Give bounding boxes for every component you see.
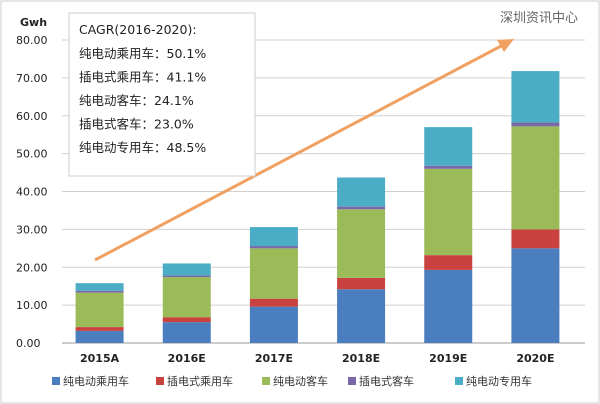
bar-segment (511, 126, 560, 230)
bar-segment (424, 165, 473, 169)
bar-segment (424, 127, 473, 166)
bar-segment (249, 227, 298, 247)
bar-segment (511, 248, 560, 343)
bar-segment (337, 177, 386, 207)
bar-segment (162, 322, 211, 343)
bar-segment (511, 229, 560, 249)
legend-swatch (455, 377, 463, 385)
bar-segment (337, 289, 386, 343)
trend-arrowhead (497, 39, 514, 52)
x-tick-label: 2018E (342, 352, 380, 365)
cagr-line: 纯电动乘用车：50.1% (79, 46, 206, 61)
bar-segment (75, 292, 124, 328)
bar-segment (75, 290, 124, 293)
bar-segment (162, 263, 211, 276)
cagr-title: CAGR(2016-2020): (79, 22, 197, 37)
x-tick-label: 2020E (516, 352, 554, 365)
legend-label: 插电式客车 (359, 374, 414, 388)
bar-segment (424, 168, 473, 256)
y-tick-label: 10.00 (16, 299, 48, 312)
y-tick-label: 20.00 (16, 261, 48, 274)
legend-label: 纯电动客车 (273, 374, 328, 388)
y-tick-label: 70.00 (16, 72, 48, 85)
bar-segment (249, 298, 298, 307)
bar-segment (511, 71, 560, 123)
x-tick-label: 2019E (429, 352, 467, 365)
legend-swatch (262, 377, 270, 385)
cagr-annotation-box: CAGR(2016-2020): 纯电动乘用车：50.1% 插电式乘用车：41.1… (68, 12, 256, 177)
cagr-line: 插电式客车：23.0% (79, 117, 194, 132)
y-tick-label: 60.00 (16, 110, 48, 123)
x-tick-label: 2017E (255, 352, 293, 365)
bar-segment (337, 206, 386, 210)
y-tick-label: 0.00 (16, 337, 41, 350)
y-tick-label: 30.00 (16, 223, 48, 236)
bar-segment (511, 122, 560, 127)
legend-swatch (348, 377, 356, 385)
x-tick-label: 2016E (168, 352, 206, 365)
legend-label: 纯电动专用车 (466, 374, 532, 388)
x-tick-label: 2015A (80, 352, 120, 365)
bar-segment (75, 327, 124, 331)
bar-segment (424, 255, 473, 270)
cagr-line: 插电式乘用车：41.1% (79, 70, 206, 85)
cagr-line: 纯电动专用车：48.5% (79, 140, 206, 155)
legend-swatch (156, 377, 164, 385)
trend-arrow (94, 43, 504, 262)
bar-segment (162, 317, 211, 323)
y-tick-label: 40.00 (16, 186, 48, 199)
bar-segment (249, 246, 298, 249)
bar-segment (75, 283, 124, 291)
cagr-line: 纯电动客车：24.1% (79, 93, 194, 108)
bar-segment (424, 269, 473, 343)
bar-segment (75, 330, 124, 343)
legend-swatch (52, 377, 60, 385)
bar-segment (337, 277, 386, 290)
y-tick-label: 50.00 (16, 148, 48, 161)
y-axis-label: Gwh (20, 16, 47, 29)
bar-segment (249, 306, 298, 343)
legend-label: 纯电动乘用车 (63, 374, 129, 388)
watermark: 深圳资讯中心 (500, 11, 578, 26)
bar-segment (162, 275, 211, 278)
bar-segment (337, 209, 386, 278)
bar-segment (162, 277, 211, 318)
legend-label: 插电式乘用车 (167, 374, 233, 388)
bar-segment (249, 248, 298, 299)
y-tick-label: 80.00 (16, 34, 48, 47)
